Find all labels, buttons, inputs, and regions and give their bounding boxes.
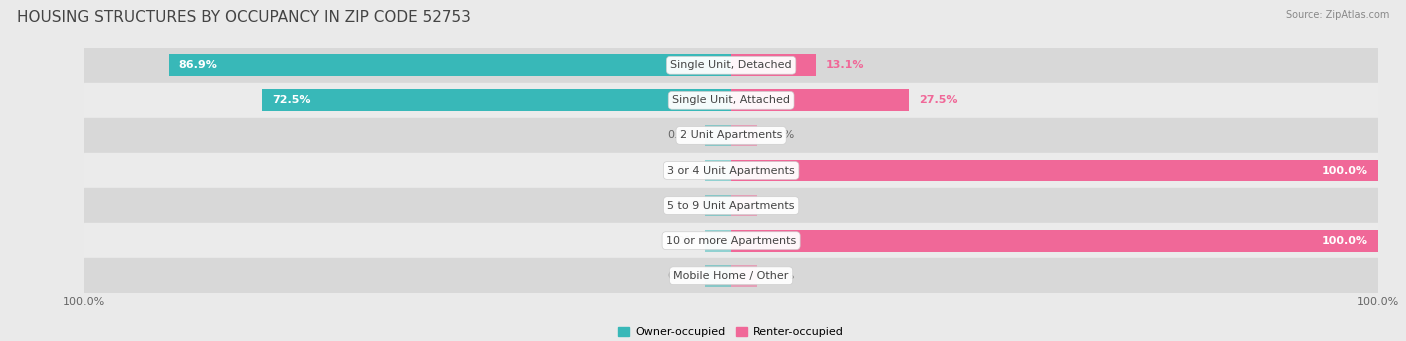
Text: Source: ZipAtlas.com: Source: ZipAtlas.com [1285,10,1389,20]
Text: Single Unit, Attached: Single Unit, Attached [672,95,790,105]
Bar [169,55,731,76]
Bar [84,153,1378,188]
Bar [731,124,756,146]
Text: 3 or 4 Unit Apartments: 3 or 4 Unit Apartments [668,165,794,176]
Text: Single Unit, Detached: Single Unit, Detached [671,60,792,70]
Bar [706,124,731,146]
Bar [706,230,731,252]
Bar [84,223,1378,258]
Bar [84,258,1378,293]
Text: 0.0%: 0.0% [668,236,696,246]
Text: 0.0%: 0.0% [668,201,696,211]
Text: 13.1%: 13.1% [825,60,865,70]
Text: 10 or more Apartments: 10 or more Apartments [666,236,796,246]
Text: 2 Unit Apartments: 2 Unit Apartments [681,130,782,140]
Bar [731,265,756,286]
Bar [706,265,731,286]
Text: 0.0%: 0.0% [766,271,794,281]
Text: HOUSING STRUCTURES BY OCCUPANCY IN ZIP CODE 52753: HOUSING STRUCTURES BY OCCUPANCY IN ZIP C… [17,10,471,25]
Text: 0.0%: 0.0% [766,201,794,211]
Bar [731,89,910,111]
Text: 5 to 9 Unit Apartments: 5 to 9 Unit Apartments [668,201,794,211]
Bar [731,160,1378,181]
Bar [706,195,731,217]
Bar [84,48,1378,83]
Text: Mobile Home / Other: Mobile Home / Other [673,271,789,281]
Text: 72.5%: 72.5% [271,95,311,105]
Bar [262,89,731,111]
Text: 0.0%: 0.0% [668,130,696,140]
Bar [84,118,1378,153]
Text: 100.0%: 100.0% [1322,165,1368,176]
Text: 27.5%: 27.5% [918,95,957,105]
Bar [731,230,1378,252]
Text: 100.0%: 100.0% [1322,236,1368,246]
Text: 0.0%: 0.0% [668,165,696,176]
Text: 86.9%: 86.9% [179,60,218,70]
Bar [731,55,815,76]
Bar [706,160,731,181]
Bar [731,195,756,217]
Text: 0.0%: 0.0% [668,271,696,281]
Bar [84,83,1378,118]
Text: 0.0%: 0.0% [766,130,794,140]
Bar [84,188,1378,223]
Legend: Owner-occupied, Renter-occupied: Owner-occupied, Renter-occupied [614,322,848,341]
